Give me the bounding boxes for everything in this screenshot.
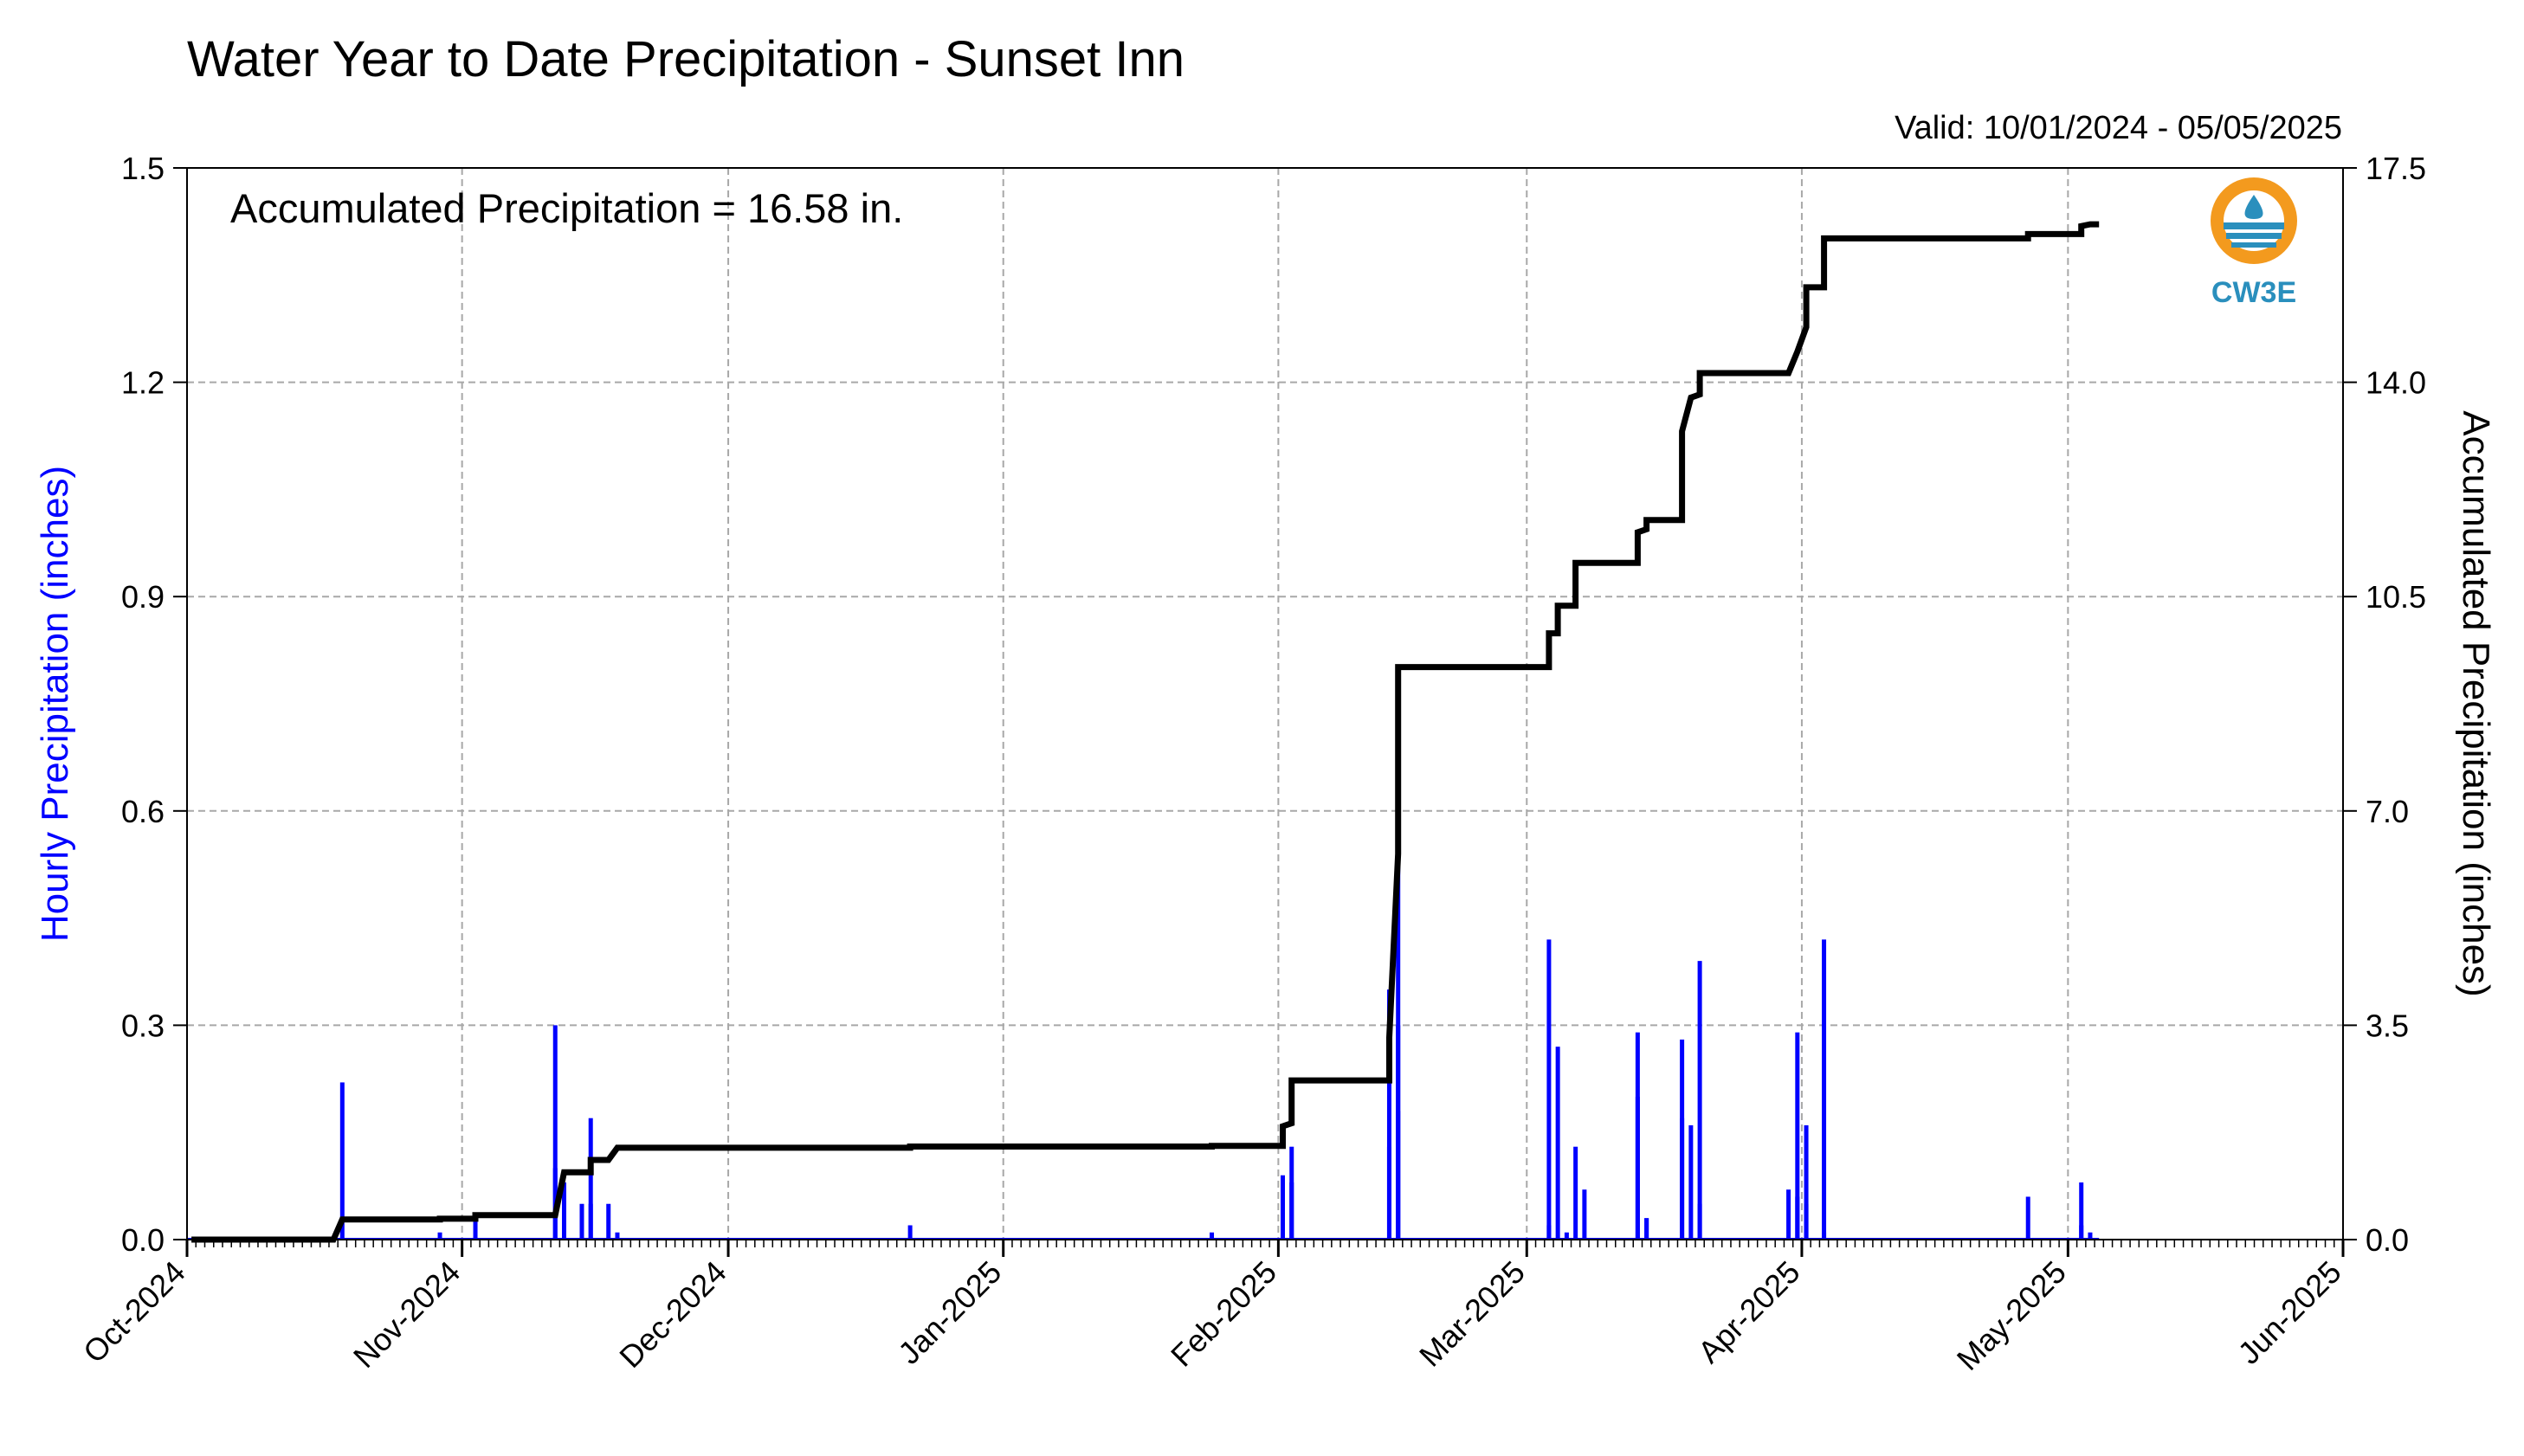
hourly-precip-bar xyxy=(1280,1175,1285,1240)
y-right-tick-label: 3.5 xyxy=(2366,1008,2409,1043)
hourly-precip-bar xyxy=(2079,1225,2084,1240)
logo-wave-2 xyxy=(2226,233,2282,239)
y-axis-left-label: Hourly Precipitation (inches) xyxy=(34,466,76,942)
accumulated-precip-series xyxy=(191,221,2100,1243)
y-left-tick-label: 0.9 xyxy=(121,579,165,615)
y-right-tick-label: 7.0 xyxy=(2366,794,2409,829)
hourly-precip-bar xyxy=(2025,1196,2030,1240)
hourly-precip-bar xyxy=(615,1232,620,1240)
hourly-precip-bar xyxy=(1822,939,1827,1240)
grid-lines xyxy=(187,168,2343,1240)
y-right-tick-label: 0.0 xyxy=(2366,1222,2409,1258)
y-left-tick-label: 0.3 xyxy=(121,1008,165,1043)
hourly-precip-bar xyxy=(1680,1118,1685,1240)
y-right-tick-label: 14.0 xyxy=(2366,365,2426,401)
logo-wave-3 xyxy=(2231,242,2276,248)
hourly-precip-bar xyxy=(588,1203,593,1240)
hourly-precip-bar xyxy=(1795,1032,1800,1240)
hourly-precip-bar xyxy=(339,1082,345,1240)
accumulated-annotation: Accumulated Precipitation = 16.58 in. xyxy=(230,185,903,231)
hourly-precip-bar xyxy=(1573,1146,1578,1240)
hourly-precip-bar xyxy=(1210,1232,1215,1240)
hourly-precip-bar xyxy=(1644,1218,1649,1240)
accumulated-precip-line xyxy=(191,221,2100,1243)
hourly-precip-bar xyxy=(552,1025,558,1240)
y-left-tick-label: 1.2 xyxy=(121,365,165,401)
hourly-precip-bar xyxy=(1697,1203,1702,1240)
hourly-precip-bar xyxy=(1822,1232,1827,1240)
hourly-precip-bar xyxy=(2079,1182,2084,1240)
logo-text: CW3E xyxy=(2211,276,2296,309)
y-left-tick-label: 1.5 xyxy=(121,151,165,186)
hourly-precip-bar xyxy=(561,1182,566,1240)
y-right-tick-label: 10.5 xyxy=(2366,579,2426,615)
hourly-precip-bar xyxy=(1697,961,1702,1240)
hourly-precip-bar xyxy=(1688,1124,1694,1240)
hourly-precip-bar xyxy=(1804,1124,1809,1240)
hourly-precip-bar xyxy=(1804,1203,1809,1240)
plot-frame xyxy=(186,167,2344,1240)
hourly-precip-bar xyxy=(1546,1225,1552,1240)
chart-title: Water Year to Date Precipitation - Sunse… xyxy=(187,31,1185,87)
hourly-precip-bar xyxy=(1786,1189,1791,1240)
hourly-precip-bar xyxy=(1635,1096,1640,1240)
hourly-precip-bar xyxy=(588,1118,593,1240)
hourly-precip-bar xyxy=(606,1203,611,1240)
hourly-precip-bar xyxy=(1564,1232,1569,1240)
logo-wave-1 xyxy=(2224,222,2284,229)
hourly-precip-bar xyxy=(1289,1146,1294,1240)
hourly-precip-bar xyxy=(437,1232,442,1240)
hourly-precip-bar xyxy=(1582,1189,1587,1240)
y-right-tick-label: 17.5 xyxy=(2366,151,2426,186)
hourly-precip-bar xyxy=(1386,989,1391,1240)
hourly-precip-bar xyxy=(907,1225,913,1240)
hourly-precip-bar xyxy=(473,1218,478,1240)
hourly-precip-bar xyxy=(579,1203,584,1240)
valid-date-range: Valid: 10/01/2024 - 05/05/2025 xyxy=(1895,110,2342,146)
water-drop-icon xyxy=(2244,195,2263,219)
cw3e-logo: CW3E xyxy=(2211,177,2297,309)
hourly-precip-bar xyxy=(2088,1232,2093,1240)
y-axis-right-label: Accumulated Precipitation (inches) xyxy=(2455,410,2497,996)
hourly-precip-bar xyxy=(1555,1047,1560,1240)
hourly-precip-bar xyxy=(1396,1111,1401,1240)
hourly-precip-bars xyxy=(187,847,2100,1240)
y-left-tick-label: 0.6 xyxy=(121,794,165,829)
hourly-precip-bar xyxy=(1546,939,1552,1240)
y-left-tick-label: 0.0 xyxy=(121,1222,165,1258)
